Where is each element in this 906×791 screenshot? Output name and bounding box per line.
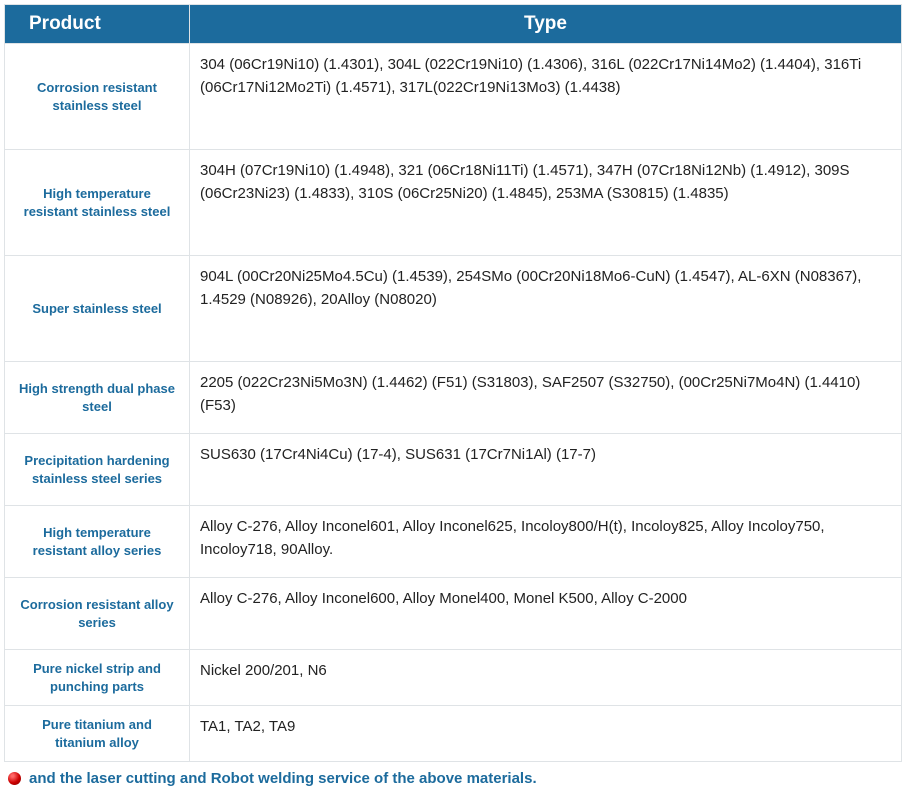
table-row: High temperature resistant stainless ste…: [5, 150, 902, 256]
type-cell: 904L (00Cr20Ni25Mo4.5Cu) (1.4539), 254SM…: [190, 256, 902, 362]
table-body: Corrosion resistant stainless steel 304 …: [5, 44, 902, 762]
product-cell: Pure nickel strip and punching parts: [5, 650, 190, 706]
type-cell: Alloy C-276, Alloy Inconel601, Alloy Inc…: [190, 506, 902, 578]
product-cell: High temperature resistant stainless ste…: [5, 150, 190, 256]
product-cell: High temperature resistant alloy series: [5, 506, 190, 578]
type-cell: Nickel 200/201, N6: [190, 650, 902, 706]
product-cell: Precipitation hardening stainless steel …: [5, 434, 190, 506]
footer-row: and the laser cutting and Robot welding …: [4, 762, 902, 787]
type-cell: 304H (07Cr19Ni10) (1.4948), 321 (06Cr18N…: [190, 150, 902, 256]
materials-table: Product Type Corrosion resistant stainle…: [4, 4, 902, 762]
type-cell: Alloy C-276, Alloy Inconel600, Alloy Mon…: [190, 578, 902, 650]
product-cell: High strength dual phase steel: [5, 362, 190, 434]
type-cell: TA1, TA2, TA9: [190, 706, 902, 762]
product-cell: Corrosion resistant alloy series: [5, 578, 190, 650]
table-row: Pure titanium and titanium alloy TA1, TA…: [5, 706, 902, 762]
product-cell: Super stainless steel: [5, 256, 190, 362]
type-cell: SUS630 (17Cr4Ni4Cu) (17-4), SUS631 (17Cr…: [190, 434, 902, 506]
header-type: Type: [190, 5, 902, 44]
table-row: Super stainless steel 904L (00Cr20Ni25Mo…: [5, 256, 902, 362]
product-cell: Pure titanium and titanium alloy: [5, 706, 190, 762]
table-row: Corrosion resistant alloy series Alloy C…: [5, 578, 902, 650]
header-product: Product: [5, 5, 190, 44]
table-row: Pure nickel strip and punching parts Nic…: [5, 650, 902, 706]
table-row: Precipitation hardening stainless steel …: [5, 434, 902, 506]
type-cell: 304 (06Cr19Ni10) (1.4301), 304L (022Cr19…: [190, 44, 902, 150]
table-row: Corrosion resistant stainless steel 304 …: [5, 44, 902, 150]
table-row: High temperature resistant alloy series …: [5, 506, 902, 578]
footer-text: and the laser cutting and Robot welding …: [29, 770, 537, 787]
type-cell: 2205 (022Cr23Ni5Mo3N) (1.4462) (F51) (S3…: [190, 362, 902, 434]
table-header-row: Product Type: [5, 5, 902, 44]
table-row: High strength dual phase steel 2205 (022…: [5, 362, 902, 434]
bullet-icon: [8, 772, 21, 785]
product-cell: Corrosion resistant stainless steel: [5, 44, 190, 150]
